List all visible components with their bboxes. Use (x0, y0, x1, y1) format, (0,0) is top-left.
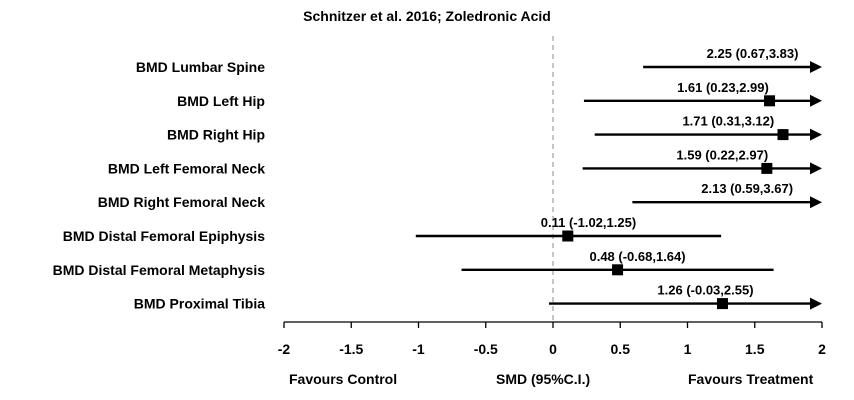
ci-arrow (810, 61, 822, 73)
favours-control-label: Favours Control (289, 371, 398, 387)
ci-arrow (810, 128, 822, 141)
forest-row: BMD Proximal Tibia 1.26 (-0.03,2.55) (134, 283, 822, 312)
x-axis-title: SMD (95%C.I.) (496, 371, 591, 387)
forest-row: BMD Distal Femoral Metaphysis 0.48 (-0.68… (53, 249, 774, 278)
estimate-label: 0.11 (-1.02,1.25) (541, 215, 636, 230)
ci-arrow (810, 196, 822, 209)
forest-row: BMD Lumbar Spine 2.25 (0.67,3.83) (136, 46, 822, 75)
point-estimate (716, 298, 728, 310)
ci-arrow (810, 94, 822, 107)
row-label: BMD Proximal Tibia (134, 296, 265, 312)
ci-arrow (810, 162, 822, 175)
row-label: BMD Distal Femoral Metaphysis (53, 262, 266, 278)
x-tick-label: 0 (549, 341, 557, 357)
point-estimate (761, 162, 773, 174)
x-tick-label: -1 (412, 341, 425, 357)
forest-row: BMD Right Hip 1.71 (0.31,3.12) (167, 114, 822, 143)
forest-row: BMD Left Hip 1.61 (0.23,2.99) (177, 80, 822, 109)
x-tick-label: 1.5 (745, 341, 765, 357)
row-label: BMD Left Femoral Neck (108, 160, 265, 176)
x-tick-label: 1 (684, 341, 692, 357)
estimate-label: 1.26 (-0.03,2.55) (657, 283, 753, 298)
row-label: BMD Distal Femoral Epiphysis (63, 228, 265, 244)
point-estimate (612, 264, 624, 276)
row-label: BMD Right Femoral Neck (98, 194, 265, 210)
x-tick-label: -1.5 (339, 341, 363, 357)
estimate-label: 2.25 (0.67,3.83) (707, 46, 799, 61)
favours-treatment-label: Favours Treatment (688, 371, 814, 387)
chart-title: Schnitzer et al. 2016; Zoledronic Acid (303, 8, 551, 24)
forest-row: BMD Right Femoral Neck 2.13 (0.59,3.67) (98, 181, 822, 210)
x-tick-label: 2 (818, 341, 826, 357)
point-estimate (777, 129, 789, 141)
forest-row: BMD Left Femoral Neck 1.59 (0.22,2.97) (108, 147, 822, 176)
row-label: BMD Left Hip (177, 93, 265, 109)
estimate-label: 1.61 (0.23,2.99) (677, 80, 769, 95)
estimate-label: 1.71 (0.31,3.12) (682, 114, 774, 129)
point-estimate (562, 230, 574, 242)
forest-row: BMD Distal Femoral Epiphysis 0.11 (-1.02,… (63, 215, 722, 244)
estimate-label: 2.13 (0.59,3.67) (701, 181, 793, 196)
x-tick-label: 0.5 (611, 341, 631, 357)
point-estimate (764, 95, 776, 107)
x-tick-label: -0.5 (474, 341, 498, 357)
x-tick-label: -2 (278, 341, 291, 357)
row-label: BMD Right Hip (167, 127, 265, 143)
estimate-label: 0.48 (-0.68,1.64) (589, 249, 685, 264)
ci-arrow (810, 297, 822, 310)
estimate-label: 1.59 (0.22,2.97) (676, 147, 768, 162)
row-label: BMD Lumbar Spine (136, 59, 265, 75)
